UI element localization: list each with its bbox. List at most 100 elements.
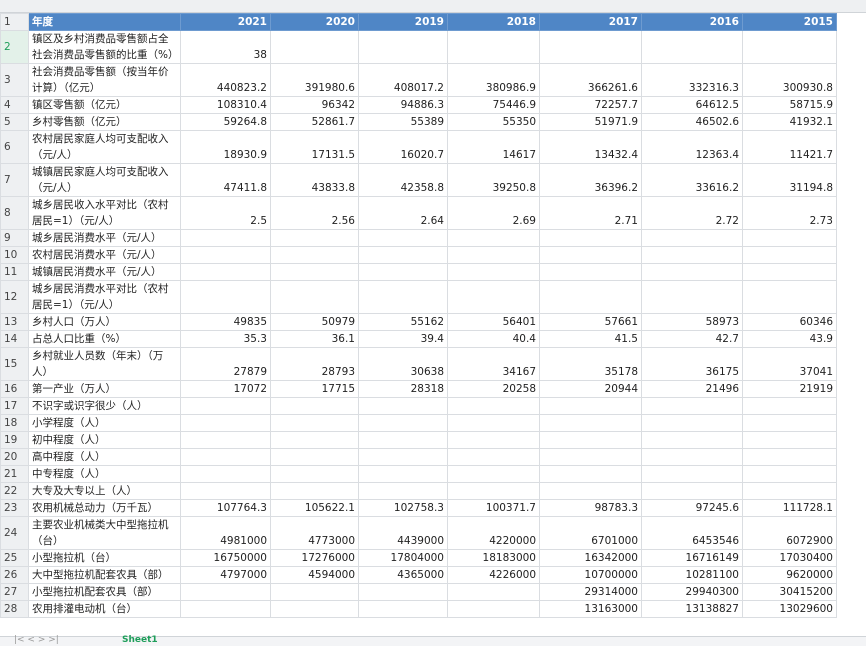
empty-cell[interactable] (539, 229, 642, 247)
empty-cell[interactable] (641, 30, 743, 64)
header-year[interactable]: 2016 (641, 13, 743, 31)
value-cell[interactable]: 4226000 (447, 566, 540, 584)
value-cell[interactable]: 4773000 (270, 516, 359, 550)
row-label[interactable]: 城镇居民家庭人均可支配收入（元/人） (28, 163, 181, 197)
value-cell[interactable]: 40.4 (447, 330, 540, 348)
empty-cell[interactable] (358, 280, 448, 314)
value-cell[interactable]: 18183000 (447, 549, 540, 567)
value-cell[interactable]: 16020.7 (358, 130, 448, 164)
value-cell[interactable]: 2.56 (270, 196, 359, 230)
empty-cell[interactable] (180, 448, 271, 466)
value-cell[interactable]: 332316.3 (641, 63, 743, 97)
value-cell[interactable]: 41932.1 (742, 113, 837, 131)
value-cell[interactable]: 20944 (539, 380, 642, 398)
row-label[interactable]: 初中程度（人） (28, 431, 181, 449)
value-cell[interactable]: 39.4 (358, 330, 448, 348)
empty-cell[interactable] (358, 414, 448, 432)
value-cell[interactable]: 380986.9 (447, 63, 540, 97)
empty-cell[interactable] (539, 431, 642, 449)
value-cell[interactable]: 2.5 (180, 196, 271, 230)
value-cell[interactable]: 16342000 (539, 549, 642, 567)
empty-cell[interactable] (742, 229, 837, 247)
value-cell[interactable]: 47411.8 (180, 163, 271, 197)
empty-cell[interactable] (358, 246, 448, 264)
value-cell[interactable]: 64612.5 (641, 96, 743, 114)
value-cell[interactable]: 46502.6 (641, 113, 743, 131)
value-cell[interactable]: 33616.2 (641, 163, 743, 197)
empty-cell[interactable] (447, 583, 540, 601)
row-label[interactable]: 高中程度（人） (28, 448, 181, 466)
value-cell[interactable]: 55389 (358, 113, 448, 131)
empty-cell[interactable] (447, 280, 540, 314)
value-cell[interactable]: 4594000 (270, 566, 359, 584)
value-cell[interactable]: 21919 (742, 380, 837, 398)
empty-cell[interactable] (447, 229, 540, 247)
value-cell[interactable]: 29314000 (539, 583, 642, 601)
empty-cell[interactable] (180, 246, 271, 264)
value-cell[interactable]: 10700000 (539, 566, 642, 584)
empty-cell[interactable] (270, 263, 359, 281)
value-cell[interactable]: 17030400 (742, 549, 837, 567)
value-cell[interactable]: 21496 (641, 380, 743, 398)
empty-cell[interactable] (447, 465, 540, 483)
empty-cell[interactable] (270, 414, 359, 432)
empty-cell[interactable] (180, 600, 271, 618)
empty-cell[interactable] (270, 465, 359, 483)
empty-cell[interactable] (742, 397, 837, 415)
value-cell[interactable]: 6701000 (539, 516, 642, 550)
empty-cell[interactable] (641, 246, 743, 264)
empty-cell[interactable] (742, 465, 837, 483)
value-cell[interactable]: 43833.8 (270, 163, 359, 197)
value-cell[interactable]: 2.71 (539, 196, 642, 230)
empty-cell[interactable] (180, 482, 271, 500)
empty-cell[interactable] (447, 600, 540, 618)
row-label[interactable]: 大中型拖拉机配套农具（部） (28, 566, 181, 584)
row-label[interactable]: 农村居民消费水平（元/人） (28, 246, 181, 264)
row-label[interactable]: 大专及大专以上（人） (28, 482, 181, 500)
nav-arrows[interactable]: |< < > >| (14, 635, 59, 645)
value-cell[interactable]: 36396.2 (539, 163, 642, 197)
empty-cell[interactable] (641, 482, 743, 500)
empty-cell[interactable] (447, 482, 540, 500)
value-cell[interactable]: 31194.8 (742, 163, 837, 197)
empty-cell[interactable] (180, 263, 271, 281)
empty-cell[interactable] (447, 263, 540, 281)
row-label[interactable]: 镇区及乡村消费品零售额占全社会消费品零售额的比重（%） (28, 30, 181, 64)
row-label[interactable]: 第一产业（万人） (28, 380, 181, 398)
empty-cell[interactable] (641, 280, 743, 314)
row-label[interactable]: 小型拖拉机配套农具（部） (28, 583, 181, 601)
row-label[interactable]: 小学程度（人） (28, 414, 181, 432)
value-cell[interactable]: 58973 (641, 313, 743, 331)
empty-cell[interactable] (270, 482, 359, 500)
header-label[interactable]: 年度 (28, 13, 181, 31)
empty-cell[interactable] (742, 482, 837, 500)
empty-cell[interactable] (539, 246, 642, 264)
row-label[interactable]: 乡村人口（万人） (28, 313, 181, 331)
value-cell[interactable]: 6453546 (641, 516, 743, 550)
empty-cell[interactable] (447, 431, 540, 449)
value-cell[interactable]: 17276000 (270, 549, 359, 567)
empty-cell[interactable] (270, 431, 359, 449)
value-cell[interactable]: 17715 (270, 380, 359, 398)
value-cell[interactable]: 56401 (447, 313, 540, 331)
empty-cell[interactable] (539, 397, 642, 415)
value-cell[interactable]: 35178 (539, 347, 642, 381)
value-cell[interactable]: 16716149 (641, 549, 743, 567)
value-cell[interactable]: 366261.6 (539, 63, 642, 97)
header-year[interactable]: 2019 (358, 13, 448, 31)
empty-cell[interactable] (358, 229, 448, 247)
value-cell[interactable]: 105622.1 (270, 499, 359, 517)
header-year[interactable]: 2017 (539, 13, 642, 31)
value-cell[interactable]: 39250.8 (447, 163, 540, 197)
empty-cell[interactable] (742, 263, 837, 281)
empty-cell[interactable] (180, 414, 271, 432)
empty-cell[interactable] (447, 448, 540, 466)
empty-cell[interactable] (180, 583, 271, 601)
row-label[interactable]: 社会消费品零售额（按当年价计算）（亿元） (28, 63, 181, 97)
value-cell[interactable]: 97245.6 (641, 499, 743, 517)
value-cell[interactable]: 34167 (447, 347, 540, 381)
empty-cell[interactable] (742, 246, 837, 264)
value-cell[interactable]: 17131.5 (270, 130, 359, 164)
value-cell[interactable]: 13163000 (539, 600, 642, 618)
value-cell[interactable]: 29940300 (641, 583, 743, 601)
